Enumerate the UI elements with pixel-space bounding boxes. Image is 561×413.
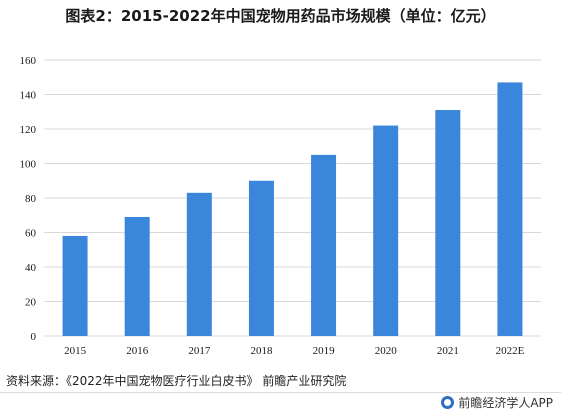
x-tick-label: 2019 xyxy=(313,345,336,357)
bar-2017 xyxy=(186,192,212,336)
x-tick-label: 2022E xyxy=(496,345,525,357)
chart-title: 图表2：2015-2022年中国宠物用药品市场规模（单位：亿元） xyxy=(65,7,496,25)
brand-name: 前瞻经济学人APP xyxy=(458,396,553,410)
x-tick-label: 2015 xyxy=(64,345,87,357)
bar-2020 xyxy=(373,125,399,336)
bar-2016 xyxy=(124,216,150,336)
y-tick-label: 60 xyxy=(25,228,37,240)
bar-2019 xyxy=(311,154,337,336)
x-tick-label: 2020 xyxy=(375,345,398,357)
bar-2015 xyxy=(62,235,88,336)
brand-mark: 前瞻经济学人APP xyxy=(441,394,553,411)
y-tick-label: 80 xyxy=(25,193,37,205)
y-tick-label: 40 xyxy=(25,262,37,274)
bar-2018 xyxy=(248,180,274,336)
x-tick-label: 2021 xyxy=(437,345,459,357)
y-tick-label: 140 xyxy=(20,90,37,102)
y-tick-label: 160 xyxy=(20,55,37,67)
x-axis-ticks: 2015 2016 2017 2018 2019 2020 2021 2022E xyxy=(64,345,525,357)
y-tick-label: 120 xyxy=(20,124,37,136)
bar-2021 xyxy=(435,110,461,337)
x-tick-label: 2016 xyxy=(126,345,149,357)
bars xyxy=(62,82,523,337)
footer-divider xyxy=(0,392,561,393)
y-tick-label: 100 xyxy=(20,159,37,171)
gridlines xyxy=(44,59,541,337)
bar-2022E xyxy=(497,82,523,336)
y-axis-ticks: 0 20 40 60 80 100 120 140 160 xyxy=(20,55,37,343)
x-tick-label: 2017 xyxy=(188,345,211,357)
x-tick-label: 2018 xyxy=(250,345,273,357)
y-tick-label: 20 xyxy=(25,297,37,309)
y-tick-label: 0 xyxy=(31,331,37,343)
brand-logo-icon xyxy=(441,396,455,409)
source-note: 资料来源：《2022年中国宠物医疗行业白皮书》 前瞻产业研究院 xyxy=(6,374,347,388)
